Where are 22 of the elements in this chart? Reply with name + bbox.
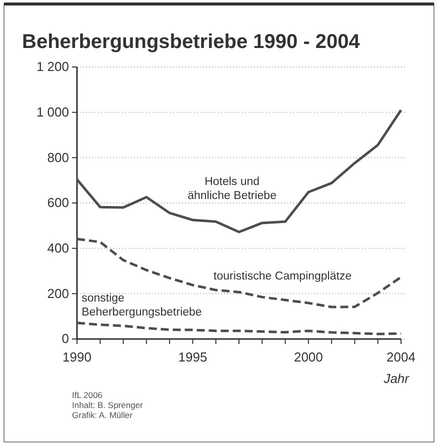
- line-series: [76, 108, 402, 234]
- y-tick-label: 0: [62, 331, 69, 346]
- x-tick-label: 2000: [294, 349, 323, 364]
- y-tick-label: 200: [47, 286, 69, 301]
- y-tick-label: 1 200: [36, 59, 69, 74]
- y-tick-label: 800: [47, 150, 69, 165]
- text: Inhalt: B. Sprenger: [72, 400, 144, 410]
- y-tick-label: 1 000: [36, 104, 69, 120]
- line-series: [76, 238, 402, 308]
- series-label: Hotels und ähnliche Betriebe: [188, 176, 276, 202]
- series-label: sonstige Beherbergungsbetriebe: [82, 292, 202, 319]
- chart-title: Beherbergungsbetriebe 1990 - 2004: [22, 31, 361, 53]
- y-tick-label: 400: [47, 240, 69, 256]
- x-tick-label: 1990: [62, 349, 92, 364]
- x-axis-title: Jahr: [382, 371, 410, 386]
- text: IfL 2006: [72, 390, 103, 400]
- x-tick-label: 2004: [386, 349, 416, 364]
- x-tick-label: 1995: [178, 349, 208, 364]
- y-tick-label: 600: [47, 195, 69, 210]
- series-label: touristische Campingplätze: [214, 270, 352, 283]
- line-series: [76, 322, 402, 336]
- text: Grafik: A. Müller: [72, 410, 133, 420]
